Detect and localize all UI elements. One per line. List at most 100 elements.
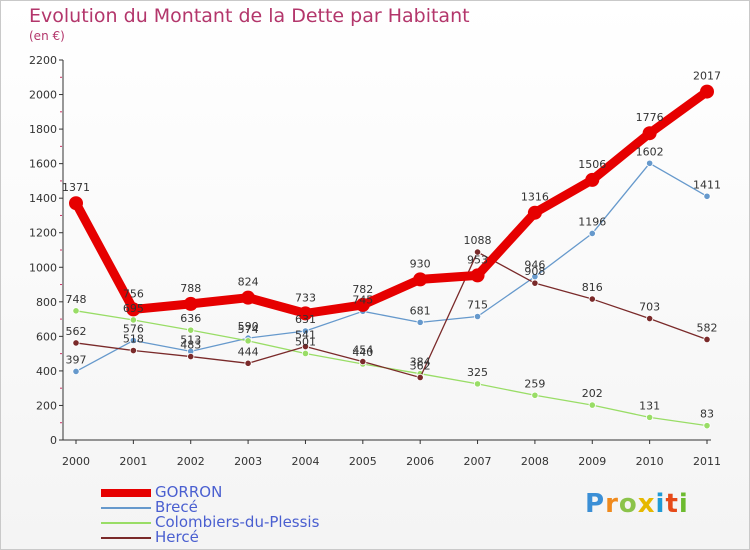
data-label: 782 <box>352 283 373 296</box>
legend-label: Hercé <box>155 528 199 546</box>
data-label: 2017 <box>693 70 721 83</box>
data-point <box>588 295 596 303</box>
logo-letter: r <box>605 489 619 519</box>
data-label: 541 <box>295 329 316 342</box>
x-tick-label: 2002 <box>177 455 205 468</box>
data-point <box>301 349 310 358</box>
series-line-Colombiers-du-Plessis <box>75 310 708 427</box>
data-point <box>187 326 195 334</box>
logo-letter: t <box>665 489 679 519</box>
data-point <box>69 196 83 211</box>
data-label: 745 <box>352 293 373 306</box>
logo-letter: o <box>618 489 638 519</box>
series-line-Brecé <box>75 162 708 373</box>
logo-letter: P <box>585 489 606 519</box>
data-label: 1371 <box>62 181 90 194</box>
data-point <box>703 192 711 200</box>
data-label: 574 <box>238 323 259 336</box>
x-tick-label: 2004 <box>291 455 319 468</box>
logo-letter: x <box>637 489 656 519</box>
data-label: 816 <box>582 281 603 294</box>
data-label: 501 <box>295 335 316 348</box>
data-point <box>413 272 428 287</box>
y-tick-label: 400 <box>36 365 57 378</box>
x-tick-label: 2005 <box>349 455 377 468</box>
data-point <box>359 357 367 366</box>
data-label: 513 <box>180 333 201 346</box>
data-label: 83 <box>700 408 714 421</box>
y-tick-label: 1600 <box>29 158 57 171</box>
data-label: 562 <box>66 325 87 338</box>
legend-item: Colombiers-du-Plessis <box>101 515 319 530</box>
data-label: 930 <box>410 257 431 270</box>
y-tick-label: 1000 <box>29 261 57 274</box>
data-label: 1316 <box>521 191 549 204</box>
data-point <box>301 342 310 351</box>
data-point <box>588 229 596 238</box>
x-tick-label: 2009 <box>578 455 606 468</box>
chart-unit: (en €) <box>29 29 65 43</box>
data-point <box>355 297 370 312</box>
data-label: 454 <box>352 344 373 357</box>
data-point <box>129 336 137 345</box>
data-label: 908 <box>524 265 545 278</box>
data-label: 681 <box>410 304 431 317</box>
data-point <box>531 391 539 399</box>
y-tick-label: 2200 <box>29 54 57 67</box>
legend-swatch <box>101 536 151 539</box>
y-tick-label: 600 <box>36 330 57 343</box>
data-label: 1196 <box>578 215 606 228</box>
data-point <box>703 422 711 430</box>
data-point <box>416 318 424 326</box>
data-point <box>646 314 654 323</box>
data-label: 824 <box>238 276 259 289</box>
data-label: 1602 <box>636 145 664 158</box>
data-label: 384 <box>410 356 431 369</box>
proxiti-logo: Proxiti <box>585 489 689 519</box>
data-point <box>301 327 310 335</box>
y-tick-label: 1800 <box>29 123 57 136</box>
data-point <box>646 413 654 421</box>
x-tick-label: 2010 <box>636 455 664 468</box>
logo-letter: i <box>678 489 689 519</box>
y-tick-label: 2000 <box>29 89 57 102</box>
data-point <box>473 248 482 256</box>
data-label: 1088 <box>464 234 492 247</box>
data-label: 715 <box>467 299 488 312</box>
data-label: 788 <box>180 282 201 295</box>
data-point <box>585 172 600 187</box>
data-point <box>473 312 482 321</box>
legend-label: Colombiers-du-Plessis <box>155 513 320 531</box>
data-point <box>470 268 485 283</box>
y-tick-label: 1200 <box>29 227 57 240</box>
series-line-GORRON <box>71 87 712 318</box>
data-point <box>183 296 198 311</box>
data-label: 325 <box>467 366 488 379</box>
x-tick-label: 2003 <box>234 455 262 468</box>
chart-title: Evolution du Montant de la Dette par Hab… <box>29 5 470 27</box>
data-point <box>646 159 654 167</box>
x-tick-label: 2007 <box>464 455 492 468</box>
data-point <box>72 367 80 376</box>
legend-swatch <box>101 506 151 509</box>
legend-label: GORRON <box>155 483 223 501</box>
data-point <box>588 401 596 409</box>
data-label: 636 <box>180 312 201 325</box>
data-label: 131 <box>639 399 660 412</box>
data-label: 946 <box>524 259 545 272</box>
data-point <box>642 126 657 141</box>
y-tick-label: 0 <box>50 434 57 447</box>
series-line-Hercé <box>75 251 708 379</box>
data-label: 582 <box>697 321 718 334</box>
legend-item: Brecé <box>101 500 319 515</box>
y-tick-label: 200 <box>36 399 57 412</box>
data-point <box>703 335 711 344</box>
data-label: 444 <box>238 345 259 358</box>
x-tick-label: 2001 <box>119 455 147 468</box>
data-point <box>72 307 80 315</box>
data-label: 631 <box>295 313 316 326</box>
data-label: 259 <box>524 377 545 390</box>
x-tick-label: 2011 <box>693 455 721 468</box>
data-point <box>129 346 137 355</box>
